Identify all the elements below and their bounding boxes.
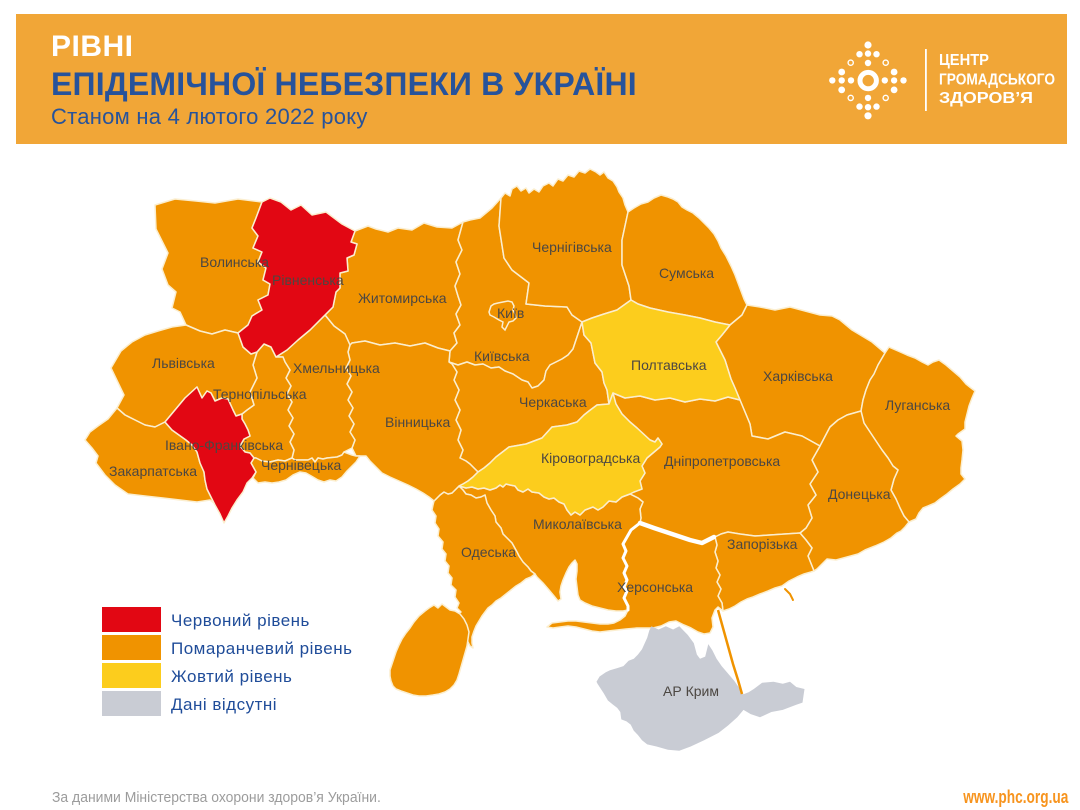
svg-text:ГРОМАДСЬКОГО: ГРОМАДСЬКОГО: [939, 71, 1055, 88]
svg-text:Луганська: Луганська: [885, 397, 950, 413]
svg-text:Хмельницька: Хмельницька: [293, 360, 380, 376]
svg-text:ЦЕНТР: ЦЕНТР: [939, 52, 989, 69]
svg-text:Київська: Київська: [474, 348, 530, 364]
svg-text:Чернігівська: Чернігівська: [532, 239, 612, 255]
svg-text:Харківська: Харківська: [763, 368, 833, 384]
svg-text:Сумська: Сумська: [659, 265, 714, 281]
svg-text:Закарпатська: Закарпатська: [109, 463, 197, 479]
svg-text:Рівненська: Рівненська: [272, 272, 344, 288]
svg-text:Дніпропетровська: Дніпропетровська: [664, 453, 780, 469]
svg-text:Київ: Київ: [497, 305, 524, 321]
svg-text:Тернопільська: Тернопільська: [213, 386, 307, 402]
svg-text:ЗДОРОВ’Я: ЗДОРОВ’Я: [939, 90, 1033, 107]
svg-text:Вінницька: Вінницька: [385, 414, 450, 430]
svg-text:Чернівецька: Чернівецька: [261, 457, 342, 473]
svg-text:Івано-Франківська: Івано-Франківська: [165, 437, 283, 453]
svg-text:Полтавська: Полтавська: [631, 357, 707, 373]
svg-text:АР Крим: АР Крим: [663, 683, 719, 699]
svg-text:Львівська: Львівська: [152, 355, 215, 371]
svg-text:Волинська: Волинська: [200, 254, 269, 270]
svg-text:Житомирська: Житомирська: [358, 290, 447, 306]
svg-text:Херсонська: Херсонська: [617, 579, 693, 595]
svg-text:Одеська: Одеська: [461, 544, 516, 560]
svg-text:Донецька: Донецька: [828, 486, 891, 502]
svg-text:Черкаська: Черкаська: [519, 394, 587, 410]
svg-text:Кіровоградська: Кіровоградська: [541, 450, 640, 466]
svg-text:Запорізька: Запорізька: [727, 536, 798, 552]
svg-text:Миколаївська: Миколаївська: [533, 516, 622, 532]
